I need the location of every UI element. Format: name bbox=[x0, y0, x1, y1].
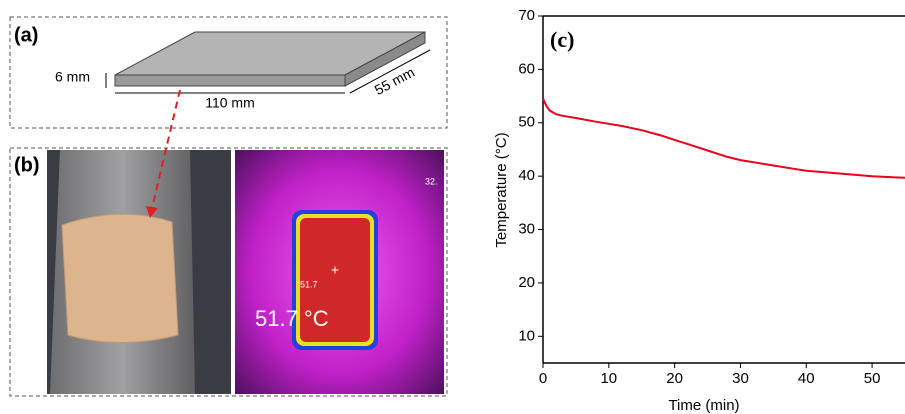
hot-region bbox=[300, 218, 370, 342]
y-tick-label: 60 bbox=[518, 60, 535, 77]
crosshair: + bbox=[331, 262, 339, 278]
panel-b-frame bbox=[9, 147, 448, 397]
arrow-head bbox=[146, 206, 158, 218]
slab-front bbox=[114, 74, 346, 87]
x-tick-label: 10 bbox=[600, 370, 617, 387]
y-tick-label: 30 bbox=[518, 221, 535, 238]
y-tick-label: 40 bbox=[518, 167, 535, 184]
panel-label: (c) bbox=[550, 27, 574, 52]
x-tick-label: 40 bbox=[798, 370, 815, 387]
x-tick-label: 0 bbox=[539, 370, 547, 387]
dim-label: 6 mm bbox=[55, 69, 90, 85]
x-tick-label: 30 bbox=[732, 370, 749, 387]
spot-reading: 51.7 bbox=[300, 279, 318, 289]
y-tick-label: 20 bbox=[518, 274, 535, 291]
x-tick-label: 50 bbox=[864, 370, 881, 387]
panel-a-frame bbox=[9, 16, 448, 129]
scale-reading: 32. bbox=[425, 176, 438, 186]
data-line bbox=[542, 98, 905, 179]
y-tick-label: 70 bbox=[518, 7, 535, 24]
dim-line bbox=[349, 49, 431, 94]
bandage bbox=[61, 213, 179, 343]
y-tick-label: 10 bbox=[518, 327, 535, 344]
temperature-label: 51.7 °C bbox=[255, 306, 329, 331]
y-tick-label: 50 bbox=[518, 114, 535, 131]
panel-label: (b) bbox=[14, 154, 40, 176]
x-tick-label: 20 bbox=[666, 370, 683, 387]
x-axis-label: Time (min) bbox=[668, 397, 739, 414]
slab-side bbox=[344, 31, 426, 87]
arrow bbox=[151, 89, 181, 209]
dim-label: 110 mm bbox=[205, 95, 255, 111]
chart: 10 20 30 40 50 60 70 0 10 20 30 40 50 Time (min) Tempe… bbox=[493, 7, 905, 414]
y-axis-label: Temperature (°C) bbox=[493, 132, 510, 247]
panel-label: (a) bbox=[14, 24, 38, 46]
